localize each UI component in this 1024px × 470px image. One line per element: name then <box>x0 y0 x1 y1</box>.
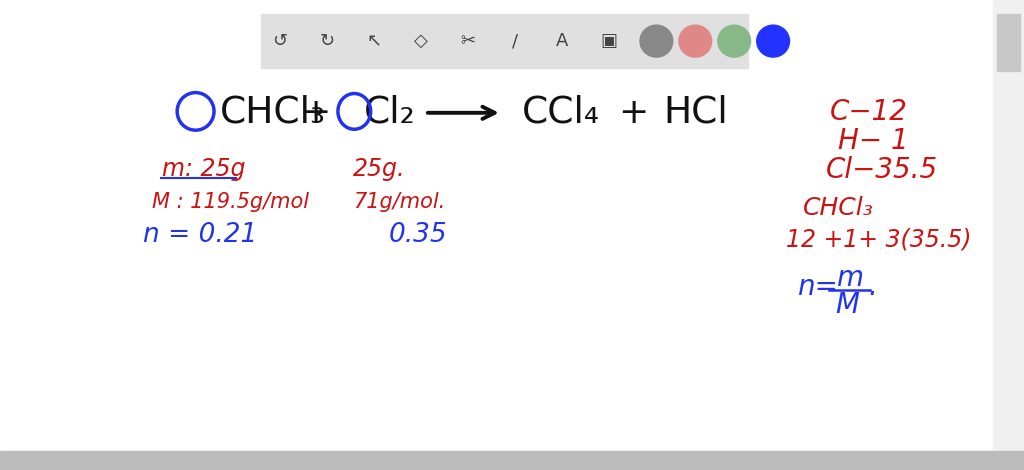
Text: m: 25g: m: 25g <box>162 157 246 181</box>
Text: +: + <box>617 96 648 130</box>
Text: ↺: ↺ <box>272 32 287 50</box>
Text: .: . <box>868 273 878 301</box>
Text: HCl: HCl <box>664 95 728 131</box>
Text: M : 119.5g/mol: M : 119.5g/mol <box>152 192 308 212</box>
Text: m: m <box>836 264 862 292</box>
Text: H− 1: H− 1 <box>838 127 908 155</box>
Text: M: M <box>836 290 859 319</box>
Text: 71g/mol.: 71g/mol. <box>353 192 445 212</box>
Text: A: A <box>556 32 568 50</box>
Bar <box>0 451 1024 470</box>
Text: 0.35: 0.35 <box>389 222 447 248</box>
Text: +: + <box>300 96 331 130</box>
Text: ◇: ◇ <box>414 32 428 50</box>
Text: ▣: ▣ <box>601 32 617 50</box>
Text: 12 +1+ 3(35.5): 12 +1+ 3(35.5) <box>786 227 972 252</box>
Ellipse shape <box>679 25 712 57</box>
Text: CCl₄: CCl₄ <box>522 95 600 131</box>
Bar <box>993 0 1024 470</box>
Text: /: / <box>512 32 518 50</box>
Ellipse shape <box>640 25 673 57</box>
Text: Cl₂: Cl₂ <box>364 95 416 131</box>
Bar <box>261 14 748 68</box>
Ellipse shape <box>757 25 790 57</box>
Text: ✂: ✂ <box>461 32 475 50</box>
Ellipse shape <box>718 25 751 57</box>
Text: n = 0.21: n = 0.21 <box>143 222 258 248</box>
Text: ↖: ↖ <box>367 32 381 50</box>
Text: CHCl₃: CHCl₃ <box>220 95 327 131</box>
Text: ↻: ↻ <box>319 32 334 50</box>
Text: Cl−35.5: Cl−35.5 <box>825 156 937 184</box>
Bar <box>997 14 1020 70</box>
Text: n=: n= <box>797 273 838 301</box>
Text: CHCl₃: CHCl₃ <box>803 196 873 220</box>
Text: C−12: C−12 <box>829 98 907 126</box>
Text: 25g.: 25g. <box>353 157 406 181</box>
